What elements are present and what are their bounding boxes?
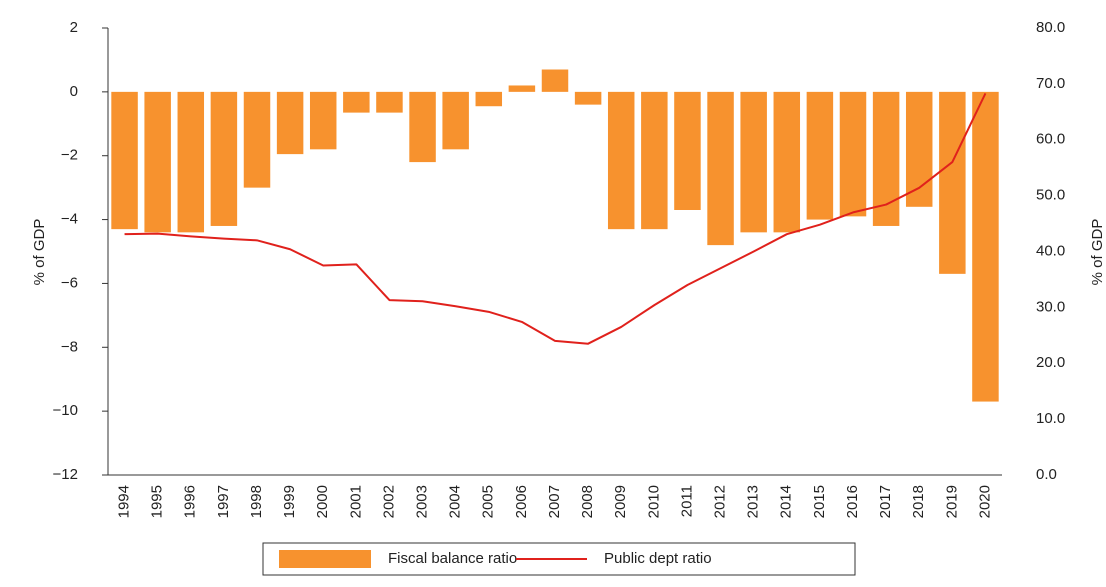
x-tick-label: 2003 — [414, 485, 431, 518]
y-tick-label: −6 — [61, 274, 78, 291]
y2-tick-label: 70.0 — [1036, 75, 1065, 92]
legend-box — [262, 542, 856, 576]
bar — [839, 91, 867, 217]
x-tick-label: 2019 — [943, 485, 960, 518]
bar — [409, 91, 436, 163]
y2-tick-label: 10.0 — [1036, 410, 1065, 427]
y2-tick-label: 60.0 — [1036, 131, 1065, 148]
y2-tick-label: 40.0 — [1036, 242, 1065, 259]
x-tick-label: 2008 — [579, 485, 596, 518]
x-tick-label: 2000 — [314, 485, 331, 518]
bar — [773, 91, 801, 233]
bar — [972, 91, 999, 402]
bar — [177, 91, 205, 233]
bar — [144, 91, 171, 233]
x-tick-label: 2001 — [347, 485, 364, 518]
bar — [607, 91, 635, 230]
bar — [376, 91, 403, 113]
x-tick-label: 1997 — [215, 485, 232, 518]
x-tick-label: 2018 — [910, 485, 927, 518]
legend-swatch — [279, 550, 371, 568]
x-tick-label: 2013 — [745, 485, 762, 518]
bar — [210, 91, 238, 226]
x-tick-label: 1998 — [248, 485, 265, 518]
x-tick-label: 2020 — [976, 485, 993, 518]
y-tick-label: 2 — [70, 19, 78, 36]
bar — [309, 91, 337, 150]
bar — [905, 91, 933, 207]
bar — [641, 91, 668, 230]
y-tick-label: 0 — [70, 83, 78, 100]
bar — [343, 91, 370, 113]
x-tick-label: 1996 — [182, 485, 199, 518]
bar — [111, 91, 138, 230]
y2-axis-label: % of GDP — [1089, 219, 1106, 286]
x-tick-label: 2017 — [877, 485, 894, 518]
bar — [939, 91, 966, 274]
x-tick-label: 1995 — [149, 485, 166, 518]
x-tick-label: 2016 — [844, 485, 861, 518]
x-tick-label: 2006 — [513, 485, 530, 518]
y2-tick-label: 80.0 — [1036, 19, 1065, 36]
legend-label: Fiscal balance ratio — [388, 550, 517, 567]
bar — [707, 91, 734, 246]
x-tick-label: 1999 — [281, 485, 298, 518]
x-tick-label: 2005 — [480, 485, 497, 518]
bar — [674, 91, 701, 210]
x-tick-label: 2009 — [612, 485, 629, 518]
y-tick-label: −10 — [53, 402, 78, 419]
x-tick-label: 2002 — [380, 485, 397, 518]
y2-tick-label: 0.0 — [1036, 466, 1057, 483]
x-tick-label: 2011 — [678, 485, 695, 517]
bar — [806, 91, 834, 220]
y-tick-label: −8 — [61, 338, 78, 355]
x-tick-label: 2007 — [546, 485, 563, 518]
y-tick-label: −4 — [61, 211, 78, 228]
bar — [508, 85, 536, 92]
bar — [574, 91, 602, 105]
x-tick-label: 2004 — [447, 485, 464, 518]
y2-tick-label: 30.0 — [1036, 298, 1065, 315]
y-tick-label: −12 — [53, 466, 78, 483]
x-tick-label: 2014 — [778, 485, 795, 518]
y-axis-label: % of GDP — [31, 219, 48, 286]
x-tick-label: 2012 — [712, 485, 729, 518]
y2-tick-label: 50.0 — [1036, 187, 1065, 204]
line — [124, 92, 987, 345]
x-tick-label: 2010 — [645, 485, 662, 518]
y-tick-label: −2 — [61, 147, 78, 164]
bar — [276, 91, 304, 155]
x-tick-label: 2015 — [811, 485, 828, 518]
bar — [243, 91, 271, 188]
bar — [475, 91, 503, 107]
bar — [442, 91, 469, 150]
legend-label: Public dept ratio — [604, 550, 712, 567]
bar — [541, 69, 569, 92]
x-tick-label: 1994 — [116, 485, 133, 518]
y2-tick-label: 20.0 — [1036, 354, 1065, 371]
bar — [740, 91, 767, 233]
